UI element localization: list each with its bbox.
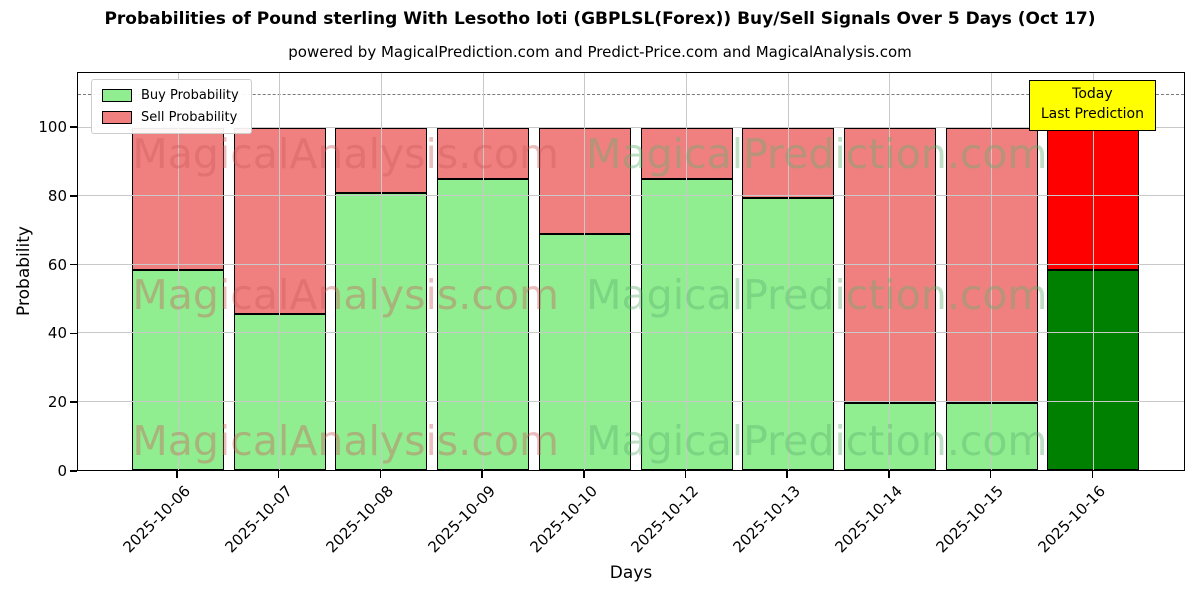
x-tick xyxy=(277,471,280,478)
y-tick-label: 20 xyxy=(47,393,67,412)
y-tick xyxy=(70,401,77,403)
x-tick-label: 2025-10-13 xyxy=(729,482,804,557)
h-gridline-80 xyxy=(78,195,1184,197)
v-gridline xyxy=(380,73,382,470)
x-tick-label: 2025-10-06 xyxy=(119,482,194,557)
y-tick xyxy=(70,470,77,472)
watermark-text: MagicalAnalysis.com xyxy=(132,417,559,466)
h-gridline-20 xyxy=(78,400,1184,402)
legend-swatch-buy xyxy=(102,89,132,102)
v-gridline xyxy=(991,73,993,470)
h-gridline-100 xyxy=(78,126,1184,128)
h-gridline-60 xyxy=(78,263,1184,265)
y-tick-label: 0 xyxy=(57,462,67,480)
v-gridline xyxy=(787,73,789,470)
y-tick xyxy=(70,263,77,266)
legend-label-sell: Sell Probability xyxy=(141,110,238,125)
watermark-text: MagicalPrediction.com xyxy=(586,129,1048,178)
x-tick-label: 2025-10-15 xyxy=(932,482,1008,557)
x-tick-label: 2025-10-16 xyxy=(1034,482,1110,557)
x-tick-label: 2025-10-12 xyxy=(627,482,703,557)
chart-title: Probabilities of Pound sterling With Les… xyxy=(104,9,1096,29)
legend: Buy Probability Sell Probability xyxy=(91,79,252,134)
v-gridline xyxy=(584,73,586,470)
h-gridline-40 xyxy=(78,332,1184,334)
v-gridline xyxy=(482,73,484,470)
today-annotation-line1: Today xyxy=(1072,86,1113,102)
y-tick xyxy=(70,126,77,128)
y-tick-label: 100 xyxy=(38,118,67,137)
x-tick xyxy=(176,471,178,478)
v-gridline xyxy=(889,73,891,470)
y-tick-label: 60 xyxy=(47,255,67,274)
y-tick xyxy=(70,332,77,335)
x-tick-label: 2025-10-08 xyxy=(322,482,398,557)
x-tick-label: 2025-10-09 xyxy=(424,482,499,557)
x-tick xyxy=(379,471,382,478)
legend-swatch-sell xyxy=(102,111,132,124)
v-gridline xyxy=(1092,73,1094,470)
watermark-text: MagicalPrediction.com xyxy=(586,417,1048,466)
x-tick xyxy=(684,471,687,478)
dashed-threshold-line xyxy=(78,93,1184,95)
chart-subtitle: powered by MagicalPrediction.com and Pre… xyxy=(288,43,912,61)
x-tick xyxy=(888,471,890,478)
x-tick xyxy=(989,471,992,478)
plot-area: Buy Probability Sell Probability Today L… xyxy=(77,72,1185,471)
legend-row-sell: Sell Probability xyxy=(102,110,239,125)
y-tick xyxy=(70,195,77,197)
watermark-text: MagicalPrediction.com xyxy=(586,270,1048,319)
x-tick xyxy=(1091,471,1094,478)
v-gridline xyxy=(279,73,281,470)
x-tick xyxy=(481,471,483,478)
x-tick-label: 2025-10-07 xyxy=(221,482,296,557)
today-annotation-line2: Last Prediction xyxy=(1040,106,1144,123)
x-tick xyxy=(786,471,788,478)
x-tick xyxy=(583,471,585,478)
x-axis-label: Days xyxy=(609,563,653,583)
x-tick-label: 2025-10-10 xyxy=(526,482,601,557)
legend-label-buy: Buy Probability xyxy=(141,88,239,103)
watermark-text: MagicalAnalysis.com xyxy=(132,270,559,319)
y-tick-label: 40 xyxy=(47,324,67,343)
watermark-text: MagicalAnalysis.com xyxy=(132,129,559,178)
today-annotation: Today Last Prediction xyxy=(1028,80,1156,131)
v-gridline xyxy=(177,73,179,470)
y-tick-label: 80 xyxy=(47,186,67,205)
legend-row-buy: Buy Probability xyxy=(102,88,239,103)
v-gridline xyxy=(686,73,687,470)
x-tick-label: 2025-10-14 xyxy=(831,482,906,557)
